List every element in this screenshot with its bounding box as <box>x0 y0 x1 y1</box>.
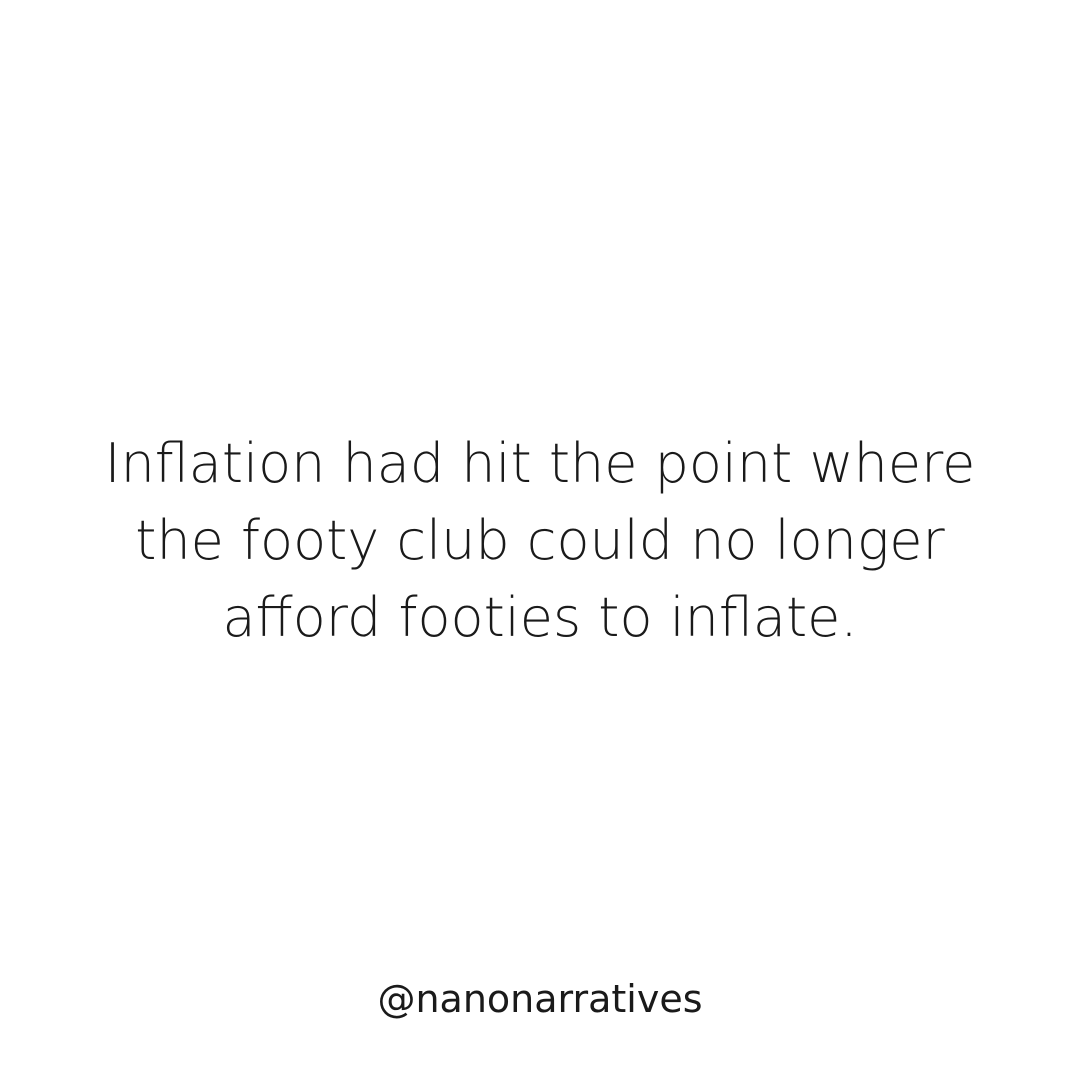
story-line-2: the footy club could no longer <box>135 509 945 572</box>
story-line-1: Inflation had hit the point where <box>104 432 976 495</box>
author-handle: @nanonarratives <box>377 977 703 1021</box>
story-line-3: afford footies to inflate. <box>222 586 858 649</box>
story-text: Inflation had hit the point where the fo… <box>0 425 1080 656</box>
